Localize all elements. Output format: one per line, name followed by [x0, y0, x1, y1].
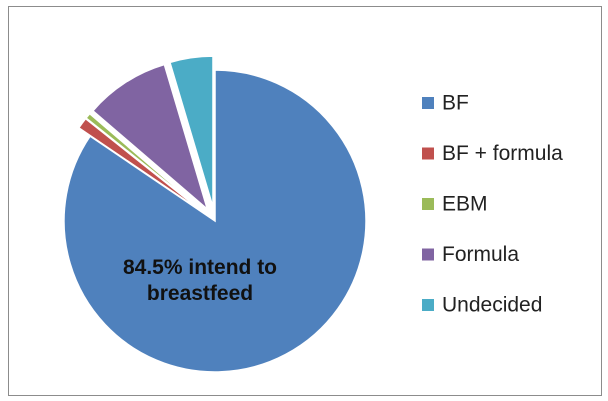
legend-swatch: [422, 248, 434, 261]
legend-label: Formula: [442, 243, 519, 266]
legend-swatch: [422, 147, 434, 160]
pie-slice: [63, 69, 367, 373]
chart-frame: [8, 6, 602, 396]
legend-swatch: [422, 299, 434, 311]
legend-swatch: [422, 198, 434, 210]
legend-swatch: [422, 97, 434, 109]
pie-slice: [85, 112, 205, 213]
pie-slice: [169, 55, 214, 208]
pie-slice: [77, 117, 205, 214]
legend-label: Undecided: [442, 294, 542, 317]
legend-label: BF: [442, 92, 469, 115]
annotation: 84.5% intend to breastfeed: [122, 256, 278, 305]
pie-slice: [91, 63, 209, 212]
legend-label: EBM: [442, 193, 488, 216]
legend-label: BF + formula: [442, 142, 563, 165]
